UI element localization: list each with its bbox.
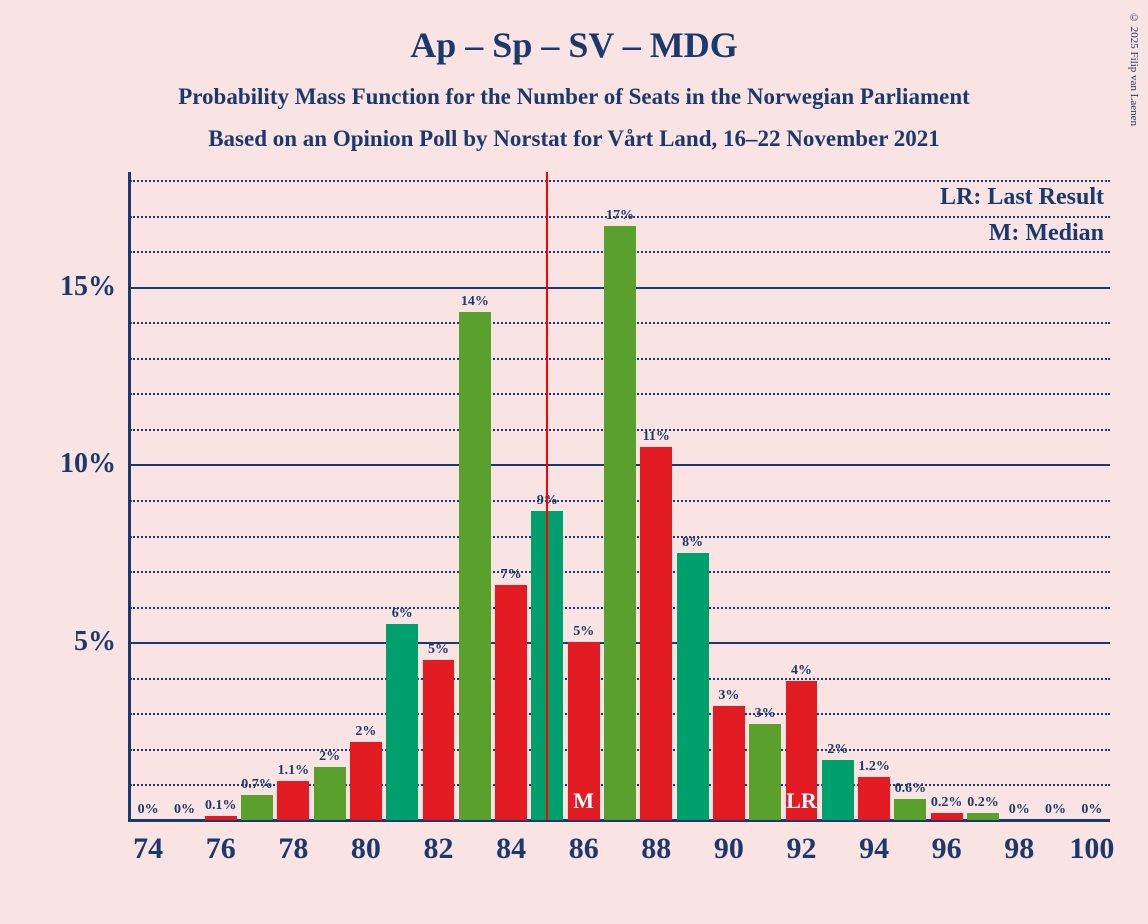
bar-value-label: 14%	[461, 294, 489, 312]
y-axis-label: 15%	[60, 271, 130, 303]
x-axis-label: 96	[932, 820, 962, 866]
legend-last-result: LR: Last Result	[940, 184, 1104, 211]
chart-container: © 2025 Filip van Laenen Ap – Sp – SV – M…	[0, 0, 1148, 924]
x-axis-label: 78	[278, 820, 308, 866]
bar-value-label: 2%	[827, 742, 848, 760]
bar: 0.2%	[967, 813, 999, 820]
bar-value-label: 1.2%	[858, 759, 890, 777]
x-axis-label: 100	[1069, 820, 1114, 866]
bar-value-label: 3%	[718, 688, 739, 706]
x-axis-label: 92	[786, 820, 816, 866]
copyright-text: © 2025 Filip van Laenen	[1128, 12, 1140, 126]
bar: 7%	[495, 585, 527, 820]
bar: 0.2%	[931, 813, 963, 820]
bar: 1.2%	[858, 777, 890, 820]
y-axis-label: 10%	[60, 448, 130, 480]
y-axis	[128, 172, 131, 822]
bar-value-label: 5%	[573, 624, 594, 642]
x-axis-label: 84	[496, 820, 526, 866]
x-axis-label: 98	[1004, 820, 1034, 866]
bar: 5%M	[568, 642, 600, 820]
bar-value-label: 17%	[606, 208, 634, 226]
bar-value-label: 0.2%	[931, 795, 963, 813]
legend-median: M: Median	[989, 220, 1104, 247]
bar-value-label: 8%	[682, 535, 703, 553]
bar-value-label: 0.6%	[895, 781, 927, 799]
bar: 0.6%	[894, 799, 926, 820]
bar-value-label: 3%	[755, 706, 776, 724]
bar-value-label: 0%	[1081, 802, 1102, 820]
x-axis-label: 90	[714, 820, 744, 866]
bar-value-label: 0%	[1045, 802, 1066, 820]
bar-value-label: 0%	[1009, 802, 1030, 820]
bar-value-label: 6%	[392, 606, 413, 624]
bar: 17%	[604, 226, 636, 820]
bar: 11%	[640, 447, 672, 820]
bar: 5%	[423, 660, 455, 820]
gridline	[130, 180, 1110, 182]
bar-value-label: 11%	[643, 429, 670, 447]
last-result-marker-label: LR	[786, 788, 817, 814]
bar-value-label: 1.1%	[278, 763, 310, 781]
x-axis-label: 82	[424, 820, 454, 866]
bar-value-label: 0.2%	[967, 795, 999, 813]
y-axis-label: 5%	[74, 626, 130, 658]
bar-value-label: 0.7%	[241, 777, 273, 795]
x-axis-label: 86	[569, 820, 599, 866]
bar: 0.7%	[241, 795, 273, 820]
bar: 14%	[459, 312, 491, 820]
bar: 2%	[350, 742, 382, 820]
plot-area: 5%10%15%747678808284868890929496981000%0…	[130, 180, 1110, 820]
bar: 3%	[749, 724, 781, 820]
x-axis-label: 76	[206, 820, 236, 866]
bar-value-label: 7%	[501, 567, 522, 585]
chart-subtitle-1: Probability Mass Function for the Number…	[0, 66, 1148, 110]
chart-title: Ap – Sp – SV – MDG	[0, 0, 1148, 66]
x-axis-label: 74	[133, 820, 163, 866]
median-line	[546, 172, 548, 820]
bar: 2%	[822, 760, 854, 820]
chart-subtitle-2: Based on an Opinion Poll by Norstat for …	[0, 110, 1148, 152]
bar: 3%	[713, 706, 745, 820]
x-axis-label: 88	[641, 820, 671, 866]
bar: 0.1%	[205, 816, 237, 820]
bar-value-label: 0%	[174, 802, 195, 820]
bar: 4%LR	[786, 681, 818, 820]
bar-value-label: 2%	[355, 724, 376, 742]
bar: 8%	[677, 553, 709, 820]
median-marker-label: M	[573, 788, 594, 814]
bar-value-label: 2%	[319, 749, 340, 767]
bar: 1.1%	[277, 781, 309, 820]
bar-value-label: 5%	[428, 642, 449, 660]
bar-value-label: 4%	[791, 663, 812, 681]
bar: 6%	[386, 624, 418, 820]
x-axis-label: 94	[859, 820, 889, 866]
bar-value-label: 0%	[138, 802, 159, 820]
bar: 2%	[314, 767, 346, 820]
bar-value-label: 0.1%	[205, 798, 237, 816]
x-axis-label: 80	[351, 820, 381, 866]
